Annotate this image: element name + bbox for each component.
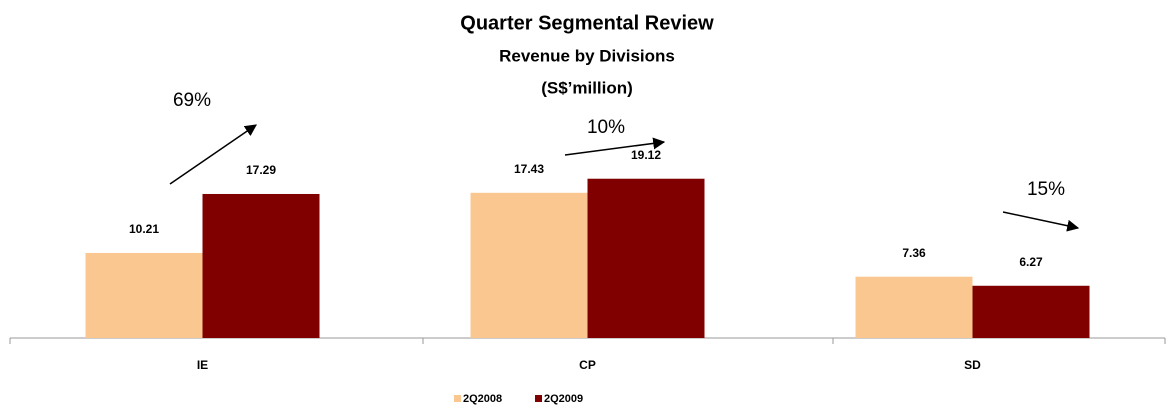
chart-subtitle: (S$’million) [541, 78, 633, 97]
x-tick-label: CP [579, 358, 596, 372]
bar [470, 192, 588, 338]
annotation: 15% [1027, 179, 1065, 200]
chart-subtitle: Revenue by Divisions [499, 46, 675, 65]
legend-swatch [454, 395, 461, 402]
arrow [169, 124, 257, 185]
legend-label: 2Q2009 [544, 393, 583, 405]
value-label: 17.29 [246, 163, 276, 177]
x-tick-label: SD [964, 358, 981, 372]
value-label: 7.36 [902, 246, 926, 260]
annotation: 10% [587, 117, 625, 138]
bar [855, 276, 973, 338]
bar [587, 178, 705, 338]
bar [85, 252, 203, 338]
bar [972, 285, 1090, 338]
value-label: 17.43 [514, 162, 544, 176]
bar [202, 193, 320, 338]
value-label: 10.21 [129, 222, 159, 236]
value-label: 6.27 [1019, 255, 1043, 269]
chart-title: Quarter Segmental Review [460, 12, 714, 34]
value-label: 19.12 [631, 148, 661, 162]
axis-ticks [9, 338, 1166, 344]
arrow [564, 137, 666, 156]
legend-label: 2Q2008 [463, 393, 502, 405]
x-tick-label: IE [197, 358, 208, 372]
annotation: 69% [173, 90, 211, 111]
legend-swatch [535, 395, 542, 402]
arrow [1002, 211, 1080, 232]
